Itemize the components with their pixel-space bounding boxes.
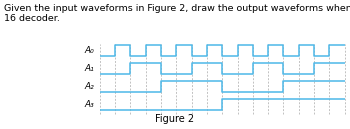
Text: A₃: A₃ [85, 100, 95, 109]
Text: Figure 2: Figure 2 [155, 114, 195, 124]
Text: Given the input waveforms in Figure 2, draw the output waveforms when the inputs: Given the input waveforms in Figure 2, d… [4, 4, 350, 13]
Text: 16 decoder.: 16 decoder. [4, 14, 60, 23]
Text: A₀: A₀ [85, 46, 95, 55]
Text: A₂: A₂ [85, 82, 95, 91]
Text: A₁: A₁ [85, 64, 95, 73]
